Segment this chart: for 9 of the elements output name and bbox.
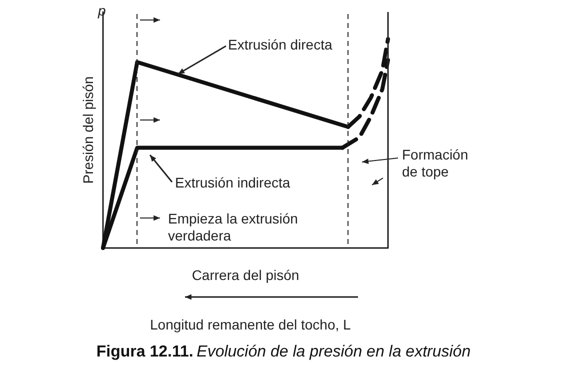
x-axis-title: Carrera del pisón [192, 267, 300, 283]
text: Figura 12.11. Evolución de la presión en la extrusión [96, 344, 471, 360]
text: p [97, 2, 106, 18]
annotation: Extrusión directa [228, 36, 332, 52]
text: Longitud remanente del tocho, L [150, 316, 352, 332]
annotation: Empieza la extrusión verdadera [168, 210, 302, 244]
y-axis-title: Presión del pisón [80, 76, 96, 184]
annotation: Extrusión indirecta [175, 174, 290, 190]
text: Formación de tope [402, 146, 472, 180]
